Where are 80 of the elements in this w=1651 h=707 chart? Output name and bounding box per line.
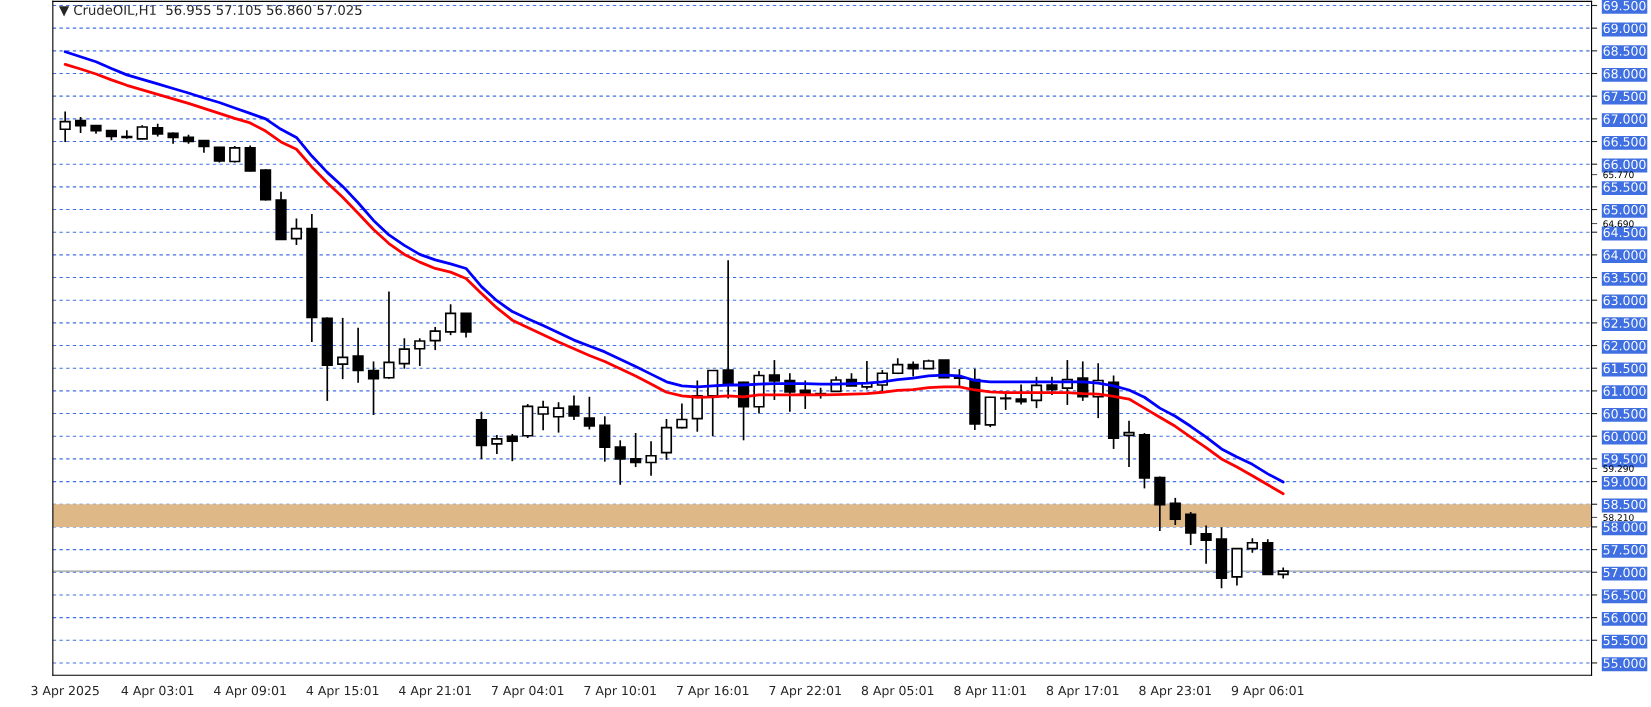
x-tick-label: 7 Apr 16:01 (676, 685, 749, 698)
x-tick-label: 8 Apr 11:01 (954, 685, 1026, 698)
y-tick-label: 58.500 (1603, 499, 1646, 510)
x-tick-label: 4 Apr 03:01 (121, 685, 194, 698)
candlestick (599, 415, 611, 463)
candlestick (630, 432, 642, 468)
candlestick (645, 440, 657, 477)
candlestick (614, 439, 626, 486)
y-tick-label: 55.000 (1603, 658, 1646, 668)
candlestick (445, 303, 457, 336)
x-tick-label: 7 Apr 04:01 (491, 685, 564, 698)
y-tick-label: 69.500 (1603, 0, 1646, 11)
y-tick-label: 64.000 (1603, 250, 1646, 260)
candlestick (460, 312, 472, 339)
candlestick (367, 360, 380, 416)
candlestick (290, 217, 303, 246)
x-tick-label: 9 Apr 06:01 (1231, 685, 1304, 698)
x-tick-label: 8 Apr 05:01 (861, 685, 934, 698)
y-tick-label: 67.500 (1603, 91, 1646, 102)
candlestick (722, 259, 734, 400)
candlestick (537, 400, 549, 432)
candlestick (352, 327, 364, 384)
y-tick-label: 60.000 (1603, 431, 1646, 442)
y-tick-label: 65.770 (1603, 171, 1634, 179)
y-tick-label: 64.690 (1603, 220, 1634, 228)
y-tick-label: 65.500 (1603, 182, 1646, 192)
y-tick-label: 66.500 (1603, 136, 1646, 147)
chart-title: ▼ CrudeOIL,H1 56.955 57.105 56.860 57.025 (59, 4, 362, 17)
x-tick-label: 4 Apr 21:01 (399, 685, 471, 698)
candlestick (1123, 419, 1135, 468)
candlestick (383, 290, 395, 380)
y-tick-label: 66.000 (1603, 159, 1646, 170)
y-tick-label: 59.500 (1603, 454, 1646, 464)
y-tick-label: 68.000 (1603, 68, 1646, 79)
y-tick-label: 64.500 (1603, 227, 1646, 238)
candlestick (337, 317, 349, 380)
x-tick-label: 8 Apr 23:01 (1139, 685, 1211, 698)
x-tick-label: 3 Apr 2025 (31, 685, 99, 698)
candlestick (1200, 524, 1212, 565)
y-tick-label: 65.000 (1603, 205, 1646, 215)
x-tick-label: 4 Apr 15:01 (306, 685, 379, 698)
candlestick (1169, 497, 1181, 526)
y-tick-label: 63.500 (1603, 273, 1646, 283)
y-tick-label: 59.000 (1603, 477, 1646, 487)
y-tick-label: 67.000 (1603, 114, 1646, 124)
x-tick-label: 4 Apr 09:01 (214, 685, 286, 698)
candlestick (1015, 383, 1027, 406)
candlestick (1046, 376, 1058, 396)
candlestick (552, 401, 565, 434)
x-tick-label: 7 Apr 10:01 (584, 685, 656, 698)
y-tick-label: 56.000 (1603, 613, 1646, 623)
x-tick-label: 7 Apr 22:01 (769, 685, 841, 698)
y-tick-label: 62.500 (1603, 318, 1646, 328)
y-tick-label: 55.500 (1603, 635, 1646, 646)
y-tick-label: 58.000 (1603, 522, 1646, 532)
y-tick-label: 61.500 (1603, 363, 1646, 374)
candlestick (59, 110, 71, 143)
y-tick-label: 61.000 (1603, 386, 1646, 396)
y-tick-label: 60.500 (1603, 409, 1646, 419)
y-tick-label: 63.000 (1603, 295, 1646, 306)
y-tick-label: 62.000 (1603, 341, 1646, 351)
candlestick (398, 337, 410, 370)
y-tick-label: 57.000 (1603, 567, 1646, 578)
x-tick-label: 8 Apr 17:01 (1046, 685, 1119, 698)
candlestick (1185, 511, 1197, 546)
candlestick (768, 359, 781, 401)
candlestick (244, 144, 256, 173)
y-tick-label: 68.500 (1603, 46, 1646, 56)
candlestick (491, 434, 503, 455)
y-tick-label: 59.290 (1603, 465, 1634, 472)
y-tick-label: 57.500 (1603, 545, 1646, 555)
candlestick (568, 394, 580, 421)
y-tick-label: 56.500 (1603, 590, 1646, 600)
candlestick (429, 326, 441, 351)
candlestick (414, 337, 426, 367)
candlestick (506, 433, 518, 463)
candlestick (583, 395, 595, 431)
y-tick-label: 58.210 (1603, 514, 1634, 521)
candlestick (676, 402, 688, 430)
y-tick-label: 69.000 (1603, 23, 1646, 34)
